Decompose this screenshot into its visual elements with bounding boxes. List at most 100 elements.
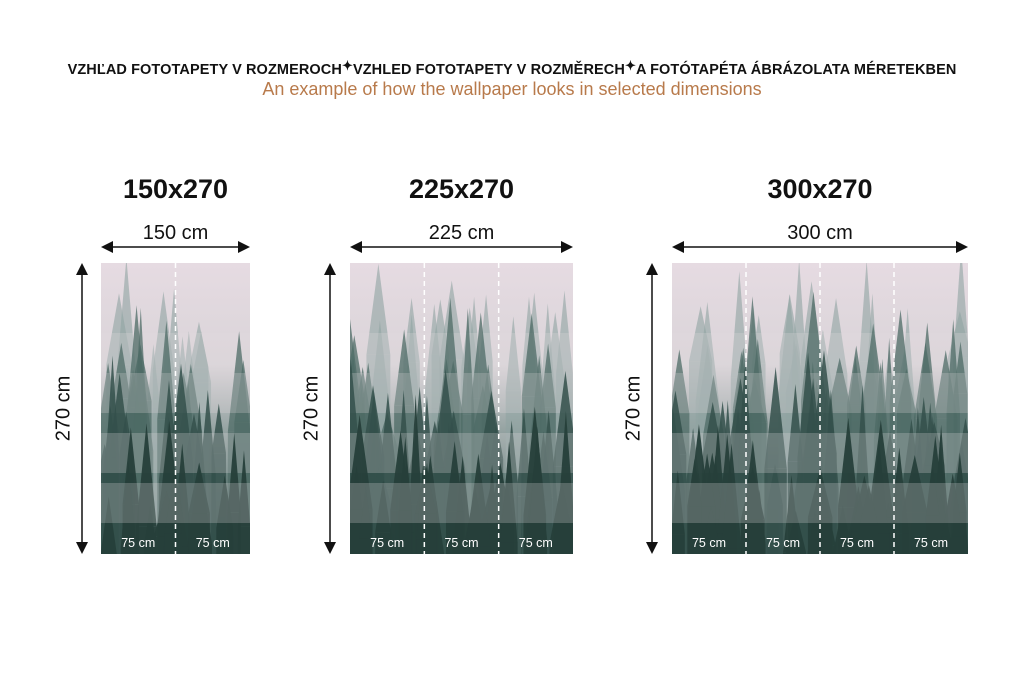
tree-mark bbox=[465, 453, 491, 547]
segment-width-label: 75 cm bbox=[913, 536, 949, 550]
tree-mark bbox=[952, 417, 968, 488]
tree-mark bbox=[941, 473, 964, 537]
tree-mark bbox=[445, 441, 464, 512]
tree-base bbox=[143, 547, 157, 554]
tree-base bbox=[928, 548, 954, 554]
tree-base bbox=[375, 532, 392, 554]
size-title: 150x270 bbox=[122, 174, 229, 204]
tree-base bbox=[859, 525, 879, 554]
segment-width-label: 75 cm bbox=[765, 536, 801, 550]
tree-base bbox=[941, 536, 964, 554]
tree-mark bbox=[832, 505, 853, 554]
width-arrow-icon bbox=[350, 241, 573, 253]
tree-mark bbox=[134, 307, 147, 415]
tree-mark bbox=[703, 374, 724, 436]
tree-mark bbox=[946, 319, 960, 413]
wallpaper-preview: 75 cm 75 cm 75 cm bbox=[350, 263, 573, 554]
tree-mark bbox=[764, 367, 787, 469]
header-title-sk: VZHĽAD FOTOTAPETY V ROZMEROCH bbox=[67, 62, 342, 78]
tree-base bbox=[359, 538, 373, 554]
tree-mark bbox=[500, 441, 518, 543]
tree-mark bbox=[146, 344, 160, 409]
tree-mark bbox=[902, 455, 928, 513]
tree-mark bbox=[422, 303, 446, 409]
tree-mark bbox=[721, 443, 742, 549]
tree-mark bbox=[934, 424, 949, 518]
tree-base bbox=[227, 512, 241, 554]
tree-mark bbox=[188, 462, 210, 514]
sparkle-icon: ✦ bbox=[624, 58, 636, 73]
tree-mark bbox=[540, 343, 556, 408]
segment-width-label: 75 cm bbox=[195, 536, 230, 550]
tree-mark bbox=[505, 316, 521, 391]
tree-mark bbox=[791, 263, 807, 365]
tree-mark bbox=[797, 352, 819, 458]
width-label: 150 cm bbox=[142, 222, 209, 244]
tree-mark bbox=[521, 313, 542, 397]
tree-mark bbox=[672, 390, 687, 455]
width-label: 225 cm bbox=[428, 222, 495, 244]
tree-mark bbox=[185, 413, 203, 460]
width-arrow-icon bbox=[101, 241, 250, 253]
tree-mark bbox=[350, 414, 373, 510]
tree-mark bbox=[366, 263, 391, 355]
tree-mark bbox=[191, 331, 212, 383]
tree-mark bbox=[827, 357, 852, 411]
tree-mark bbox=[838, 417, 859, 508]
tree-mark bbox=[112, 342, 131, 399]
height-label: 270 cm bbox=[622, 375, 645, 441]
segment-width-label: 75 cm bbox=[839, 536, 875, 550]
tree-mark bbox=[369, 320, 391, 411]
tree-mark bbox=[136, 423, 157, 527]
header-subtitle: An example of how the wallpaper looks in… bbox=[262, 79, 762, 99]
tree-mark bbox=[409, 394, 422, 505]
tree-base bbox=[553, 521, 571, 554]
tree-mark bbox=[398, 436, 412, 511]
segment-width-label: 75 cm bbox=[444, 536, 479, 550]
tree-mark bbox=[425, 420, 445, 468]
tree-mark bbox=[394, 329, 415, 406]
tree-mark bbox=[227, 432, 241, 513]
tree-mark bbox=[897, 368, 916, 411]
tree-mark bbox=[687, 458, 702, 507]
tree-mark bbox=[743, 296, 762, 404]
tree-mark bbox=[101, 496, 117, 554]
tree-base bbox=[465, 546, 491, 554]
tree-mark bbox=[860, 323, 886, 414]
size-title: 225x270 bbox=[408, 174, 515, 204]
tree-base bbox=[721, 548, 742, 554]
tree-base bbox=[672, 534, 685, 554]
tree-mark bbox=[461, 308, 475, 415]
fog-mark bbox=[350, 373, 573, 413]
wallpaper-preview: 75 cm 75 cm 75 cm 75 cm bbox=[672, 263, 968, 554]
height-arrow-icon bbox=[646, 263, 658, 554]
fog-mark bbox=[350, 483, 573, 523]
tree-mark bbox=[698, 453, 716, 507]
tree-mark bbox=[416, 463, 430, 540]
header-title-cz: VZHLED FOTOTAPETY V ROZMĚRECH bbox=[352, 62, 625, 78]
tree-mark bbox=[823, 389, 839, 489]
tree-mark bbox=[120, 461, 137, 548]
width-label: 300 cm bbox=[787, 222, 853, 244]
tree-mark bbox=[368, 464, 392, 506]
size-title: 300x270 bbox=[767, 174, 873, 204]
tree-base bbox=[445, 511, 464, 554]
height-arrow-icon bbox=[324, 263, 336, 554]
tree-mark bbox=[237, 450, 250, 527]
tree-mark bbox=[227, 331, 250, 432]
tree-mark bbox=[484, 464, 500, 551]
tree-base bbox=[484, 550, 500, 554]
width-arrow-icon bbox=[672, 241, 968, 253]
tree-mark bbox=[375, 480, 392, 533]
tree-base bbox=[528, 533, 547, 554]
tree-mark bbox=[361, 385, 385, 458]
header-title: VZHĽAD FOTOTAPETY V ROZMEROCH ✦VZHLED FOT… bbox=[0, 58, 1024, 78]
height-arrow-icon bbox=[76, 263, 88, 554]
tree-mark bbox=[824, 297, 848, 375]
segment-width-label: 75 cm bbox=[370, 536, 405, 550]
tree-mark bbox=[553, 481, 571, 522]
tree-base bbox=[416, 539, 430, 554]
tree-base bbox=[120, 547, 137, 554]
height-label: 270 cm bbox=[300, 375, 323, 441]
tree-base bbox=[398, 510, 412, 554]
